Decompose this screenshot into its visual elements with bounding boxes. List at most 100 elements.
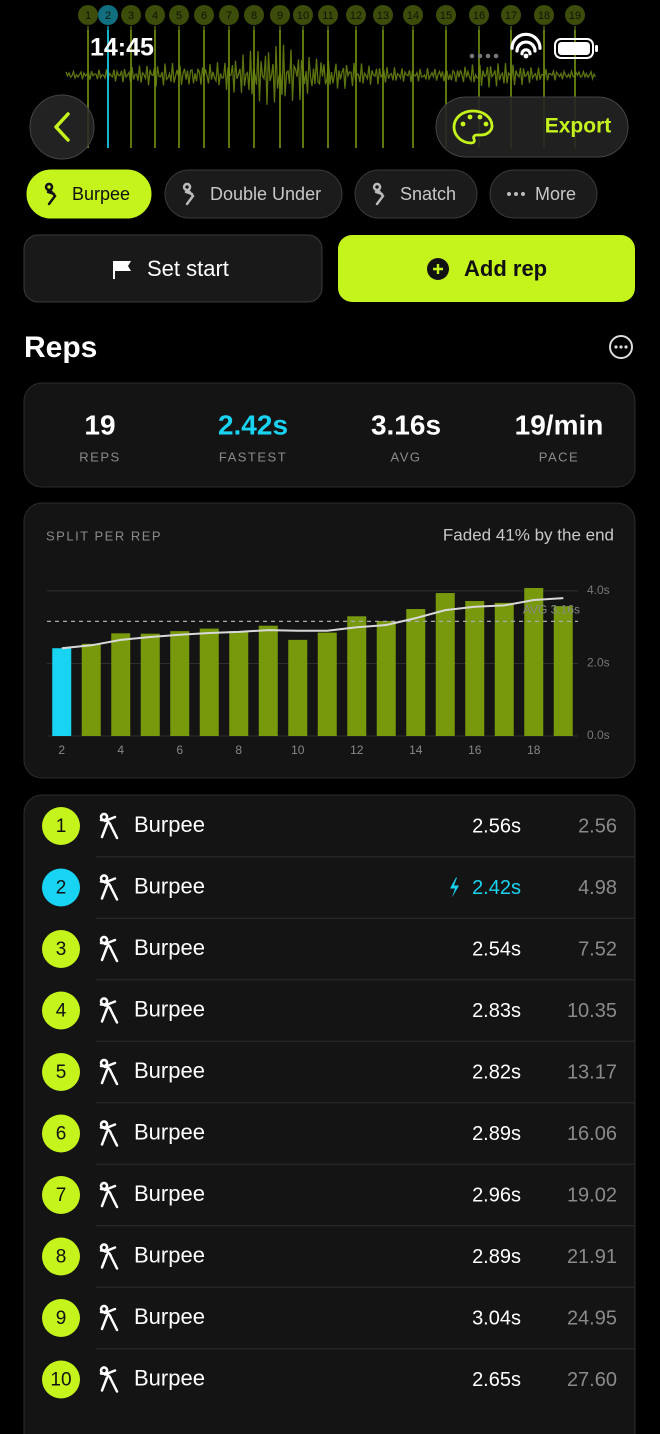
rep-row[interactable]: 4 Burpee 2.83s 10.35: [42, 979, 635, 1030]
rep-badge: [42, 1176, 80, 1214]
rep-row[interactable]: 9 Burpee 3.04s 24.95: [42, 1286, 635, 1337]
marker-badge: [436, 5, 456, 25]
rep-row[interactable]: 5 Burpee 2.82s 13.17: [42, 1040, 635, 1091]
more-ring: [609, 335, 633, 359]
rep-badge: [42, 1053, 80, 1091]
chart-title: SPLIT PER REP: [46, 528, 162, 543]
bar: [81, 643, 101, 736]
marker-label: 16: [473, 10, 485, 22]
export-button[interactable]: Export: [435, 96, 629, 158]
status-time: 14:45: [90, 34, 154, 62]
add-rep-button[interactable]: Add rep: [338, 235, 635, 302]
button-label: Add rep: [464, 256, 547, 281]
more-dot: [614, 345, 618, 349]
rep-split: 2.82s: [472, 1061, 521, 1083]
x-tick-label: 14: [409, 743, 423, 757]
marker-label: 12: [350, 10, 362, 22]
stat-value: 19: [84, 409, 115, 440]
rep-total: 24.95: [567, 1307, 617, 1329]
y-tick-label: 2.0s: [587, 656, 610, 670]
chip-label: Snatch: [400, 184, 456, 204]
rep-row[interactable]: 2 Burpee 2.42s 4.98: [42, 856, 635, 907]
rep-row[interactable]: 3 Burpee 2.54s 7.52: [42, 917, 635, 968]
exercise-chip[interactable]: Snatch: [354, 169, 478, 219]
bar: [376, 620, 396, 736]
flag-icon: [113, 261, 131, 279]
burpee-icon: [99, 1120, 119, 1147]
marker-badge: [98, 5, 118, 25]
more-dot: [624, 345, 628, 349]
set-start-button[interactable]: Set start: [23, 234, 323, 303]
rep-number: 9: [56, 1308, 67, 1329]
bar: [111, 633, 131, 736]
bar: [170, 631, 190, 736]
burpee-icon: [99, 935, 119, 963]
bar: [524, 587, 544, 736]
marker-label: 8: [251, 10, 257, 22]
marker-label: 15: [440, 10, 452, 22]
marker-badge: [194, 5, 214, 25]
signal-dot: [477, 53, 483, 59]
x-tick-label: 8: [235, 743, 242, 757]
bar: [229, 631, 249, 736]
button-bg: [338, 235, 635, 302]
rep-total: 7.52: [578, 938, 617, 960]
marker-badge: [403, 5, 423, 25]
burpee-icon: [99, 1058, 119, 1086]
button-bg: [23, 234, 323, 303]
more-dot: [507, 192, 511, 196]
export-label: Export: [545, 115, 612, 138]
marker-badge: [373, 5, 393, 25]
bar: [347, 616, 367, 736]
bar: [140, 633, 160, 736]
exercise-name: Burpee: [134, 1058, 205, 1083]
burpee-icon: [99, 874, 119, 901]
exercise-name: Burpee: [134, 873, 205, 898]
x-tick-label: 10: [291, 743, 305, 757]
bar: [52, 648, 72, 736]
rep-split: 2.89s: [472, 1123, 521, 1145]
exercise-name: Burpee: [134, 996, 205, 1021]
exercise-chip[interactable]: More: [489, 169, 598, 219]
more-dot: [619, 345, 623, 349]
x-tick-label: 12: [350, 743, 364, 757]
rep-split: 2.42s: [472, 877, 521, 899]
rep-row[interactable]: 6 Burpee 2.89s 16.06: [42, 1102, 635, 1153]
marker-label: 10: [297, 10, 309, 22]
card-bg: [23, 794, 636, 1434]
y-tick-label: 4.0s: [587, 583, 610, 597]
marker-badge: [501, 5, 521, 25]
exercise-name: Burpee: [134, 812, 205, 837]
rep-total: 19.02: [567, 1184, 617, 1206]
battery-level: [558, 42, 590, 55]
bar: [494, 602, 514, 736]
x-tick-label: 18: [527, 743, 541, 757]
lightning-icon: [450, 877, 459, 898]
rep-total: 21.91: [567, 1246, 617, 1268]
chip-bg: [26, 169, 152, 219]
exercise-chip[interactable]: Double Under: [164, 169, 343, 219]
signal-dot: [493, 53, 499, 59]
rep-total: 4.98: [578, 877, 617, 899]
marker-badge: [78, 5, 98, 25]
rep-total: 2.56: [578, 815, 617, 837]
chip-icon: [44, 182, 57, 206]
rep-row[interactable]: 8 Burpee 2.89s 21.91: [42, 1225, 635, 1276]
more-options[interactable]: [609, 335, 633, 359]
rep-split: 2.54s: [472, 938, 521, 960]
rep-row[interactable]: 1 Burpee 2.56s 2.56: [42, 807, 617, 845]
back-button[interactable]: [29, 94, 95, 160]
stat-label: REPS: [79, 449, 120, 464]
plus-icon: [433, 264, 443, 274]
x-tick-label: 2: [58, 743, 65, 757]
exercise-chip[interactable]: Burpee: [26, 169, 152, 219]
marker-label: 2: [105, 10, 111, 22]
x-tick-label: 6: [176, 743, 183, 757]
marker-badge: [270, 5, 290, 25]
rep-row[interactable]: 7 Burpee 2.96s 19.02: [42, 1163, 635, 1214]
bar: [288, 639, 308, 736]
marker-label: 17: [505, 10, 517, 22]
burpee-icon: [99, 1243, 119, 1270]
x-tick-label: 16: [468, 743, 482, 757]
rep-row[interactable]: 10 Burpee 2.65s 27.60: [42, 1348, 635, 1399]
